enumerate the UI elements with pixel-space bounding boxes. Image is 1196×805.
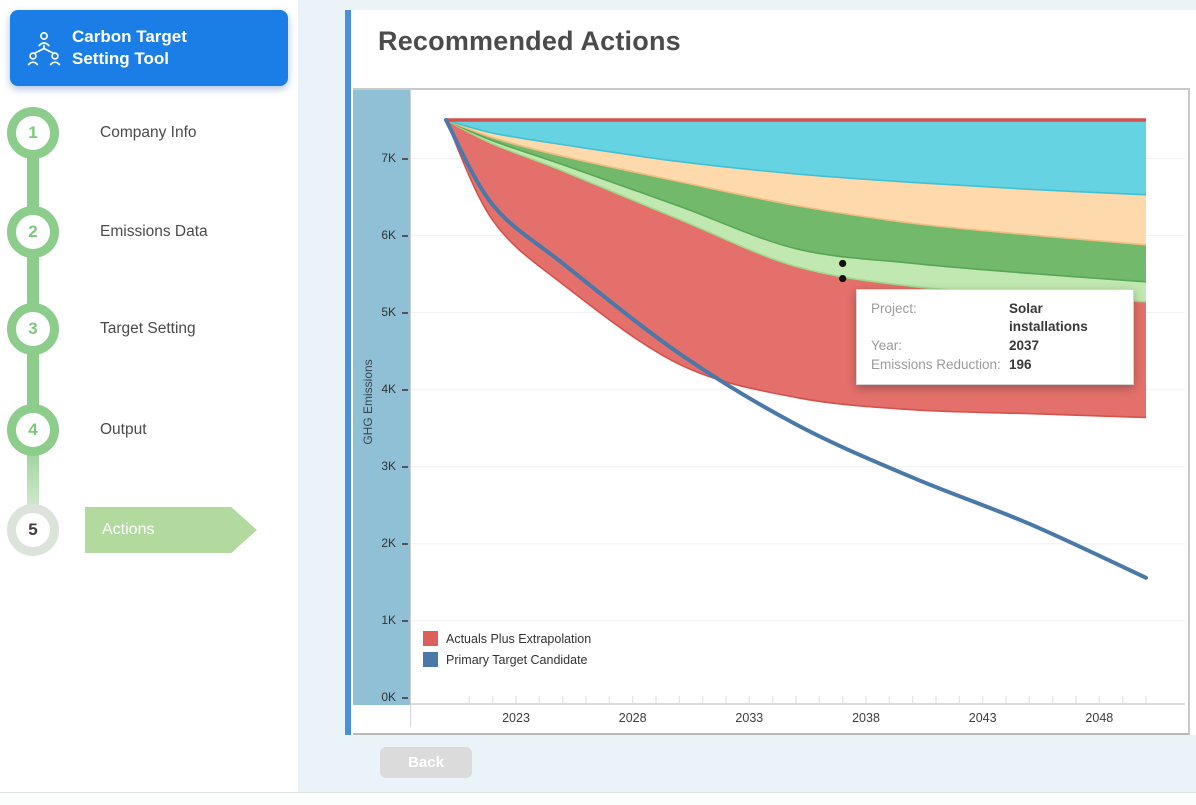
tooltip-year-value: 2037 [1009, 338, 1040, 353]
y-tick-label: 4K [381, 381, 396, 396]
sidebar: Carbon Target Setting Tool 1 Company Inf… [0, 0, 298, 804]
chart-container: GHG Emissions Actuals Plus Extrapolation… [353, 88, 1190, 735]
y-tick-label: 0K [381, 690, 396, 704]
y-tick-label: 7K [381, 150, 396, 165]
y-tick-label: 3K [381, 458, 396, 473]
x-tick-label: 2028 [618, 711, 647, 725]
y-tick-mark [402, 619, 408, 622]
app-header-card: Carbon Target Setting Tool [10, 10, 288, 86]
legend-item-primary-target-candidate[interactable]: Primary Target Candidate [423, 649, 591, 670]
tooltip-reduction-value: 196 [1009, 357, 1032, 372]
x-tick-label: 2043 [968, 711, 997, 725]
primary-target-candidate-line [444, 117, 1148, 580]
boundary-reduction-band-2 [445, 119, 1147, 246]
step-label: Emissions Data [100, 223, 208, 240]
boundary-actuals-plus-extrapolation [445, 119, 1147, 419]
y-tick-mark [402, 388, 408, 391]
x-tick-label: 2023 [502, 711, 530, 725]
step-label: Target Setting [100, 320, 196, 337]
y-tick-mark [402, 542, 408, 545]
tooltip-project-label: Project: [871, 301, 917, 316]
y-tick-mark [402, 697, 408, 699]
org-chart-people-icon [27, 32, 61, 66]
step-number-badge: 3 [7, 303, 59, 355]
back-button[interactable]: Back [380, 747, 472, 778]
tooltip-project-value: Solar installations [1009, 301, 1088, 334]
y-axis-title: GHG Emissions [361, 359, 375, 445]
y-tick-mark [402, 465, 408, 468]
footer-strip [0, 792, 1196, 805]
active-step-arrow: Actions [85, 507, 257, 553]
area-reduction-band-1 [446, 119, 1146, 195]
step-number-badge: 2 [7, 206, 59, 258]
hover-marker-dot [839, 259, 847, 268]
y-tick-label: 2K [381, 535, 396, 550]
legend-item-actuals-plus-extrapolation[interactable]: Actuals Plus Extrapolation [423, 628, 591, 649]
axis-line-stub [410, 705, 411, 727]
y-tick-mark [402, 157, 408, 160]
step-number-badge: 5 [7, 504, 59, 556]
y-tick-mark [402, 234, 408, 237]
chart-legend: Actuals Plus Extrapolation Primary Targe… [423, 628, 591, 670]
page-title: Recommended Actions [378, 26, 681, 56]
panel-accent-bar [345, 10, 351, 735]
y-tick-mark [402, 311, 408, 314]
step-label: Output [100, 421, 147, 438]
y-tick-label: 6K [381, 227, 396, 242]
hover-marker-dot [839, 274, 847, 283]
x-tick-label: 2048 [1085, 711, 1114, 725]
boundary-reduction-band-3 [445, 119, 1147, 283]
tooltip-year-label: Year: [871, 338, 903, 353]
tooltip-reduction-label: Emissions Reduction: [871, 357, 1001, 372]
y-axis-band [353, 90, 410, 705]
legend-swatch-red [423, 631, 438, 646]
chart-hover-tooltip: Project: Solar installations Year: 2037 … [856, 289, 1134, 385]
step-label: Actions [102, 521, 155, 538]
legend-swatch-blue [423, 652, 438, 667]
x-tick-label: 2038 [852, 711, 880, 725]
x-tick-label: 2033 [735, 711, 764, 725]
y-tick-label: 5K [381, 304, 396, 319]
step-number-badge: 4 [7, 404, 59, 456]
y-tick-label: 1K [381, 612, 396, 627]
boundary-reduction-band-1 [445, 119, 1147, 196]
step-number-badge: 1 [7, 107, 59, 159]
step-label: Company Info [100, 124, 197, 141]
emissions-area-chart-plot[interactable] [410, 90, 1185, 705]
app-title: Carbon Target Setting Tool [72, 27, 187, 68]
